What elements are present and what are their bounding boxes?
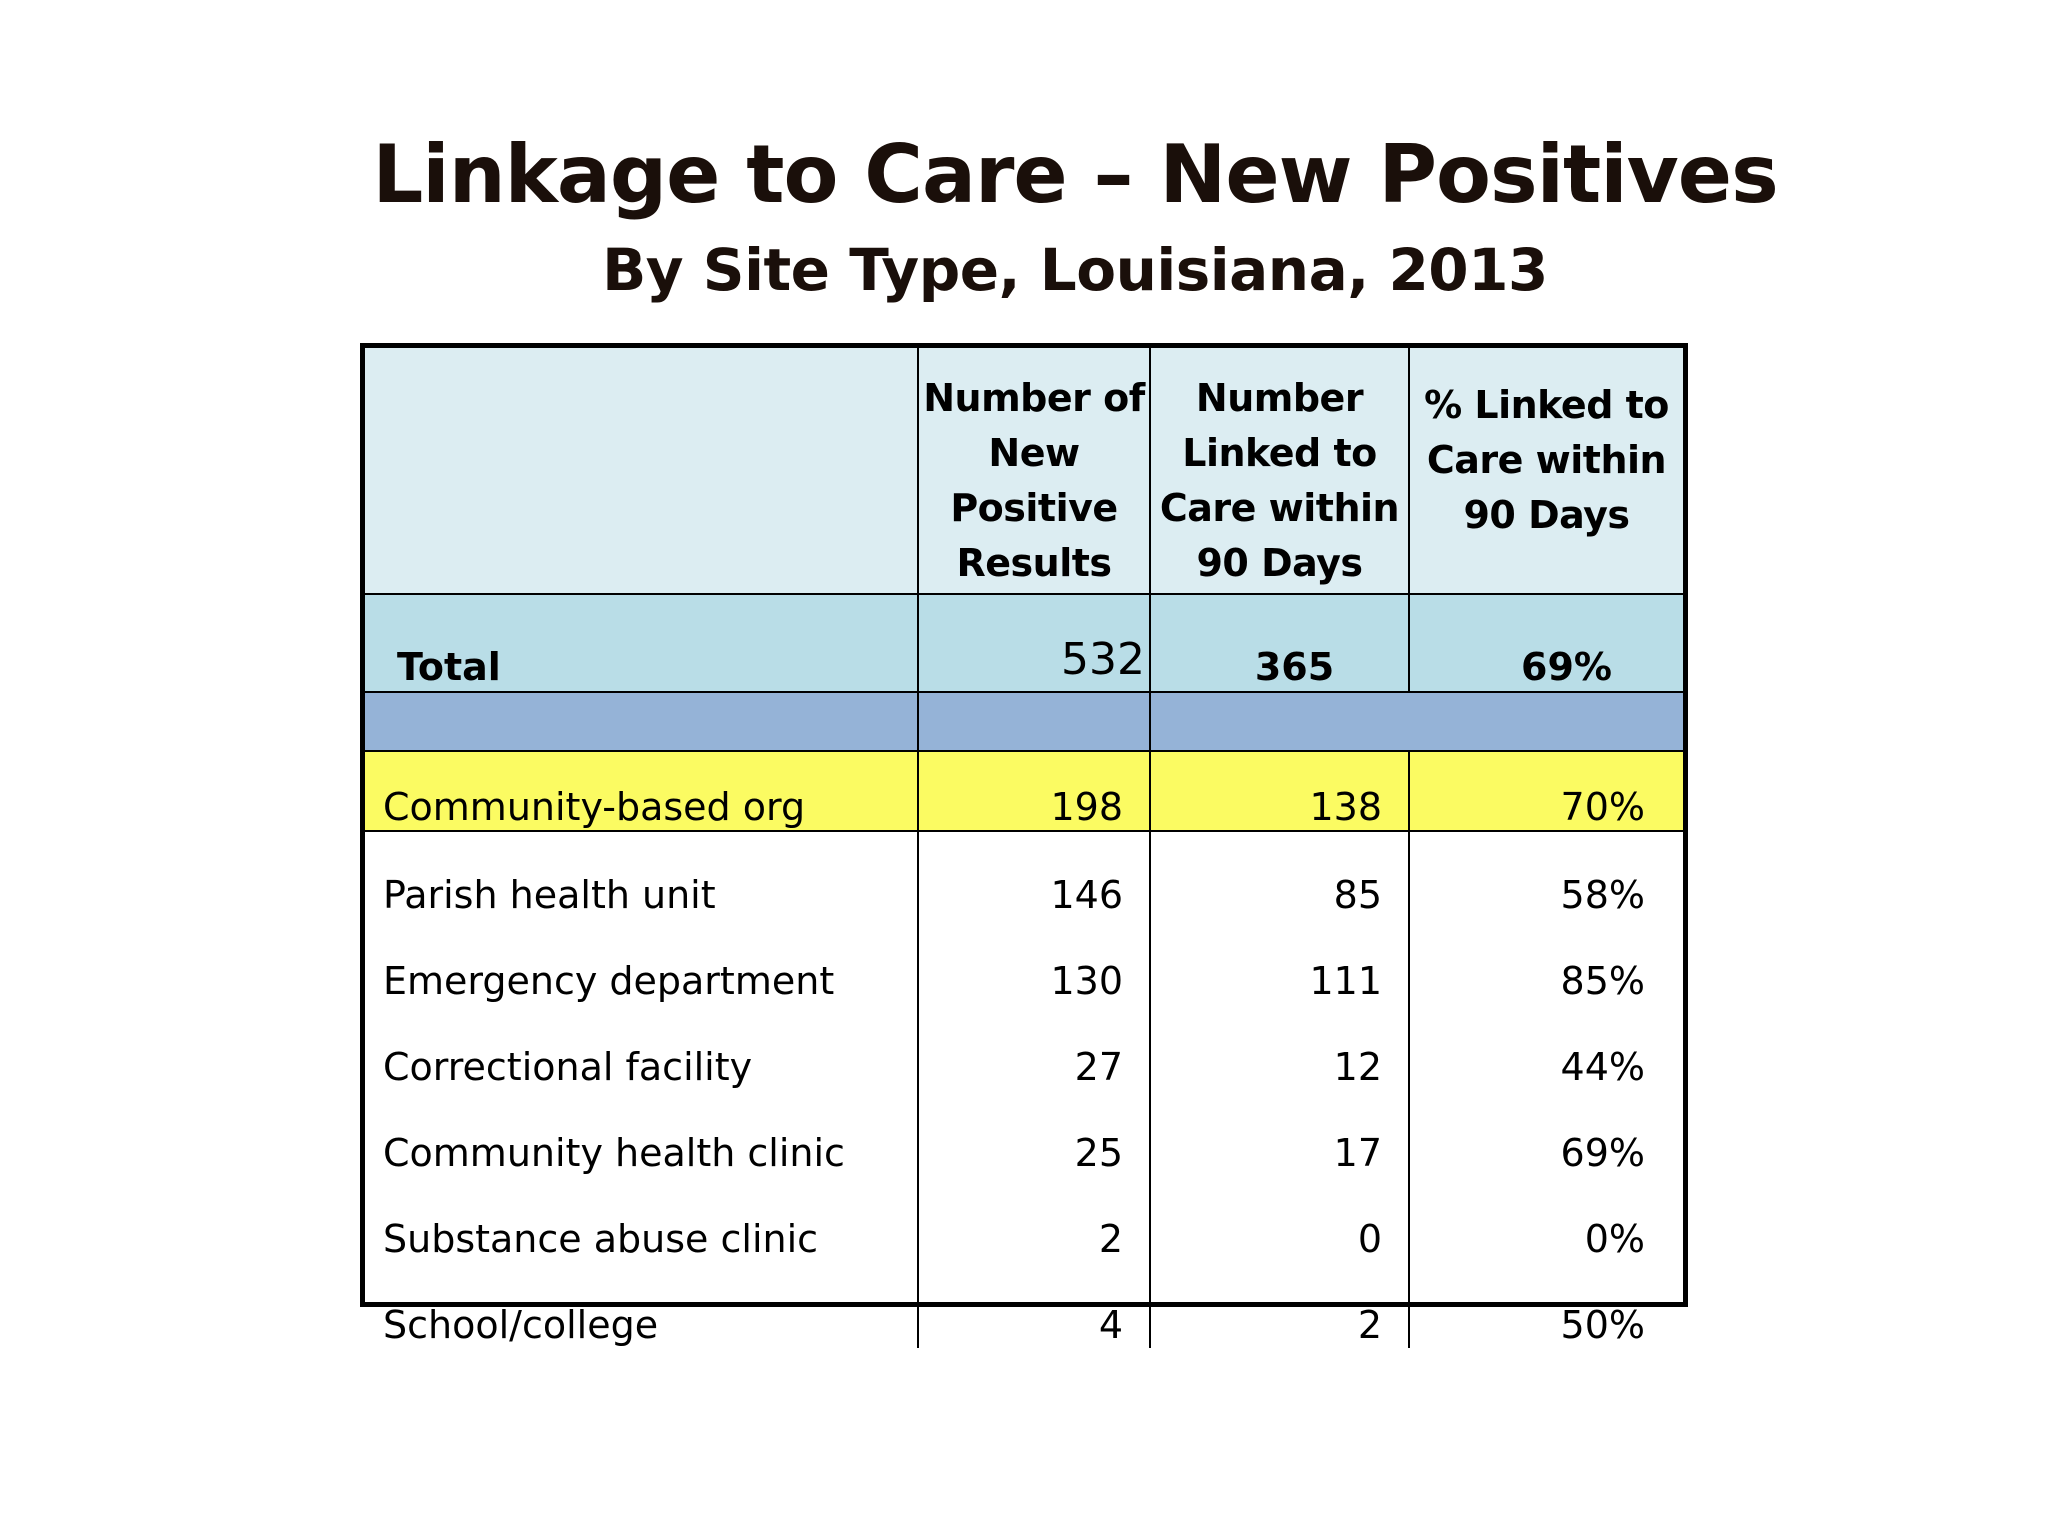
site-type-cell: School/college bbox=[383, 1303, 659, 1347]
new-positive-cell: 2 bbox=[917, 1176, 1150, 1262]
site-type-cell: Parish health unit bbox=[383, 873, 716, 917]
new-positive-cell: 25 bbox=[917, 1090, 1150, 1176]
percent-cell: 44% bbox=[1408, 1004, 1683, 1090]
percent-cell: 50% bbox=[1408, 1262, 1683, 1348]
linked-cell: 12 bbox=[1149, 1004, 1409, 1090]
total-percent: 69% bbox=[1408, 594, 1683, 693]
table-header-row: Number of New Positive Results Number Li… bbox=[365, 348, 1683, 595]
site-type-cell: Correctional facility bbox=[383, 1045, 753, 1089]
header-new-positive-results: Number of New Positive Results bbox=[917, 348, 1150, 595]
linked-cell: 138 bbox=[1149, 751, 1409, 832]
total-linked: 365 bbox=[1149, 594, 1409, 693]
new-positive-cell: 198 bbox=[917, 751, 1150, 832]
separator-row bbox=[365, 692, 1683, 752]
slide-title: Linkage to Care – New Positives bbox=[372, 128, 1778, 221]
table-row: Correctional facility 27 12 44% bbox=[365, 1004, 1683, 1090]
header-percent-linked: % Linked to Care within 90 Days bbox=[1408, 348, 1683, 595]
slide-subtitle: By Site Type, Louisiana, 2013 bbox=[602, 236, 1548, 304]
new-positive-cell: 27 bbox=[917, 1004, 1150, 1090]
percent-cell: 85% bbox=[1408, 918, 1683, 1004]
table-row: Community health clinic 25 17 69% bbox=[365, 1090, 1683, 1176]
site-type-cell: Community-based org bbox=[365, 751, 918, 832]
linked-cell: 17 bbox=[1149, 1090, 1409, 1176]
percent-cell: 58% bbox=[1408, 831, 1683, 918]
table-row: School/college 4 2 50% bbox=[365, 1262, 1683, 1348]
new-positive-cell: 130 bbox=[917, 918, 1150, 1004]
new-positive-cell: 4 bbox=[917, 1262, 1150, 1348]
table-row: Community-based org 198 138 70% bbox=[365, 751, 1683, 832]
total-label: Total bbox=[365, 594, 918, 693]
table-row: Parish health unit 146 85 58% bbox=[365, 831, 1683, 918]
linked-cell: 2 bbox=[1149, 1262, 1409, 1348]
new-positive-cell: 146 bbox=[917, 831, 1150, 918]
site-type-cell: Community health clinic bbox=[383, 1131, 845, 1175]
total-new-positive: 532 bbox=[917, 594, 1150, 693]
linked-cell: 0 bbox=[1149, 1176, 1409, 1262]
total-row: Total 532 365 69% bbox=[365, 594, 1683, 693]
linked-cell: 85 bbox=[1149, 831, 1409, 918]
table-row: Emergency department 130 111 85% bbox=[365, 918, 1683, 1004]
linked-cell: 111 bbox=[1149, 918, 1409, 1004]
percent-cell: 0% bbox=[1408, 1176, 1683, 1262]
site-type-cell: Substance abuse clinic bbox=[383, 1217, 819, 1261]
percent-cell: 69% bbox=[1408, 1090, 1683, 1176]
header-empty-cell bbox=[365, 348, 918, 595]
percent-cell: 70% bbox=[1408, 751, 1683, 832]
table-row: Substance abuse clinic 2 0 0% bbox=[365, 1176, 1683, 1262]
site-type-cell: Emergency department bbox=[383, 959, 835, 1003]
header-linked-to-care: Number Linked to Care within 90 Days bbox=[1149, 348, 1409, 595]
linkage-table: Number of New Positive Results Number Li… bbox=[360, 343, 1688, 1348]
